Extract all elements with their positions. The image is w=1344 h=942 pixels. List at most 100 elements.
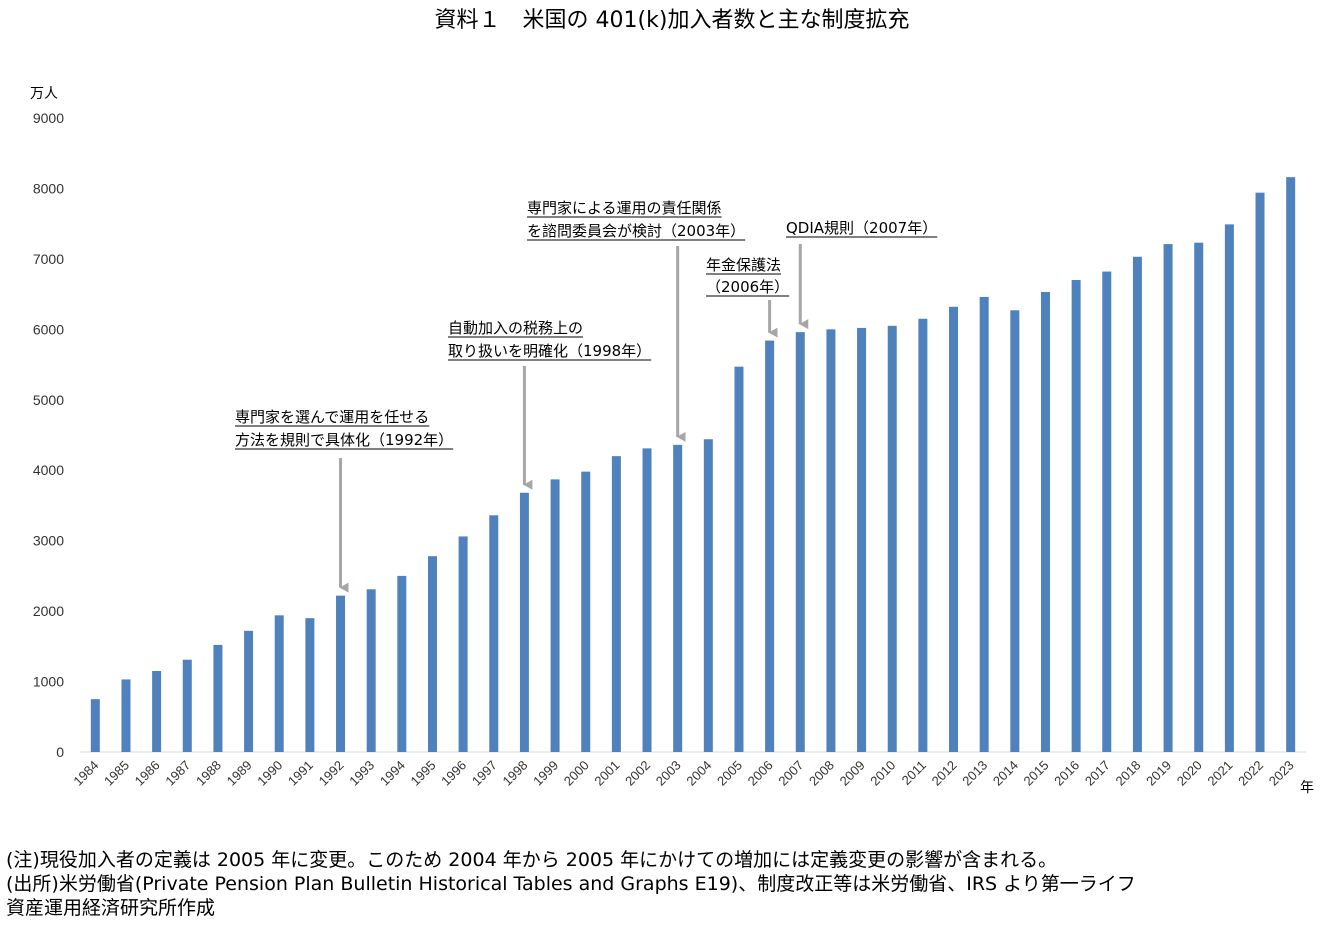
x-tick-label: 2004 xyxy=(683,758,714,789)
x-tick-label: 1992 xyxy=(316,758,347,789)
annotations: 専門家を選んで運用を任せる方法を規則で具体化（1992年）自動加入の税務上の取り… xyxy=(235,199,938,593)
annotation-text: 専門家による運用の責任関係 xyxy=(527,199,722,217)
bar-2002 xyxy=(642,448,652,752)
bar-2020 xyxy=(1194,242,1204,753)
y-tick-label: 6000 xyxy=(33,321,64,337)
bar-1991 xyxy=(305,618,315,752)
annotation-text: 年金保護法 xyxy=(706,256,781,274)
bar-series xyxy=(90,177,1296,753)
x-tick-label: 1988 xyxy=(193,758,224,789)
bar-2001 xyxy=(611,456,621,752)
y-tick-label: 9000 xyxy=(33,110,64,126)
annotation-text: 方法を規則で具体化（1992年） xyxy=(235,431,453,449)
bar-1990 xyxy=(274,615,284,752)
annotation-text: 自動加入の税務上の xyxy=(448,319,583,337)
footnote-note: (注)現役加入者の定義は 2005 年に変更。このため 2004 年から 200… xyxy=(6,849,1058,871)
x-tick-label: 2020 xyxy=(1174,758,1205,789)
annotation-text: 取り扱いを明確化（1998年） xyxy=(448,342,651,360)
bar-1997 xyxy=(489,515,499,752)
bar-2004 xyxy=(703,439,713,752)
bar-1988 xyxy=(213,644,223,752)
bar-2018 xyxy=(1132,256,1142,752)
x-tick-label: 2008 xyxy=(806,758,837,789)
x-axis-unit-label: 年 xyxy=(1300,780,1314,796)
x-tick-label: 2001 xyxy=(591,758,622,789)
bar-1987 xyxy=(182,659,192,752)
x-tick-label: 2007 xyxy=(775,758,806,789)
bar-2009 xyxy=(857,327,867,752)
bar-2011 xyxy=(918,318,928,752)
annotation-text: 専門家を選んで運用を任せる xyxy=(235,408,429,426)
bar-1994 xyxy=(397,575,407,752)
bar-2013 xyxy=(979,296,989,752)
x-tick-label: 1986 xyxy=(132,758,163,789)
x-tick-label: 1985 xyxy=(101,758,132,789)
bar-2003 xyxy=(673,444,683,752)
bar-2014 xyxy=(1010,310,1020,752)
bar-2006 xyxy=(765,340,775,752)
bar-1992 xyxy=(336,595,346,752)
bar-1986 xyxy=(152,670,162,752)
x-tick-label: 1995 xyxy=(408,758,439,789)
x-tick-label: 1993 xyxy=(346,758,377,789)
y-tick-label: 3000 xyxy=(33,533,64,549)
x-tick-label: 2017 xyxy=(1082,758,1113,789)
x-tick-label: 2005 xyxy=(714,758,745,789)
x-tick-label: 2015 xyxy=(1021,758,1052,789)
bar-1996 xyxy=(458,536,468,752)
x-tick-label: 2009 xyxy=(837,758,868,789)
x-tick-label: 1984 xyxy=(70,758,101,789)
bar-2021 xyxy=(1224,224,1234,753)
bar-chart: 万人 0 1000 2000 3000 4000 5000 6000 7000 8000 9000… xyxy=(30,86,1314,796)
x-tick-label: 2016 xyxy=(1051,758,1082,789)
x-tick-label: 2012 xyxy=(929,758,960,789)
x-tick-label: 2018 xyxy=(1112,758,1143,789)
x-tick-label: 2019 xyxy=(1143,758,1174,789)
y-tick-label: 0 xyxy=(56,744,64,760)
x-tick-label: 1998 xyxy=(499,758,530,789)
bar-2023 xyxy=(1286,177,1296,752)
x-tick-label: 2021 xyxy=(1204,758,1235,789)
x-tick-label: 2002 xyxy=(622,758,653,789)
bar-2010 xyxy=(887,325,897,752)
bar-1984 xyxy=(90,699,100,752)
x-tick-label: 1999 xyxy=(530,758,561,789)
chart-title: 資料１ 米国の 401(k)加入者数と主な制度拡充 xyxy=(434,8,910,33)
x-tick-label: 2023 xyxy=(1266,758,1297,789)
x-tick-label: 1990 xyxy=(254,758,285,789)
bar-2017 xyxy=(1102,271,1112,752)
x-tick-label: 2006 xyxy=(745,758,776,789)
x-tick-label: 2010 xyxy=(867,758,898,789)
x-axis-ticks: 1984 1985 1986 1987 1988 1989 1990 1991 1992 1993… xyxy=(70,758,1296,789)
bar-2000 xyxy=(581,471,591,752)
bar-1998 xyxy=(519,492,529,752)
x-tick-label: 2022 xyxy=(1235,758,1266,789)
bar-1993 xyxy=(366,589,376,752)
footnote-source-cont: 資産運用経済研究所作成 xyxy=(6,897,216,919)
bar-2008 xyxy=(826,329,836,752)
annotation-2006: 年金保護法 （2006年） xyxy=(706,256,790,338)
bar-1995 xyxy=(427,556,437,752)
bar-2015 xyxy=(1040,291,1050,752)
bar-2012 xyxy=(949,306,959,752)
annotation-text: （2006年） xyxy=(706,278,789,296)
annotation-2007: QDIA規則（2007年） xyxy=(786,219,938,330)
footnote-source: (出所)米労働省(Private Pension Plan Bulletin H… xyxy=(6,873,1136,895)
annotation-text: QDIA規則（2007年） xyxy=(786,219,937,237)
x-tick-label: 2013 xyxy=(959,758,990,789)
y-tick-label: 4000 xyxy=(33,462,64,478)
y-axis-unit-label: 万人 xyxy=(30,86,58,102)
bar-2022 xyxy=(1255,192,1265,752)
x-tick-label: 2014 xyxy=(990,758,1021,789)
bar-2016 xyxy=(1071,280,1081,752)
footnotes: (注)現役加入者の定義は 2005 年に変更。このため 2004 年から 200… xyxy=(6,848,1344,920)
y-tick-label: 5000 xyxy=(33,392,64,408)
bar-1985 xyxy=(121,679,131,752)
y-tick-label: 1000 xyxy=(33,674,64,690)
y-tick-label: 7000 xyxy=(33,251,64,267)
bar-1989 xyxy=(244,630,254,752)
x-tick-label: 1996 xyxy=(438,758,469,789)
